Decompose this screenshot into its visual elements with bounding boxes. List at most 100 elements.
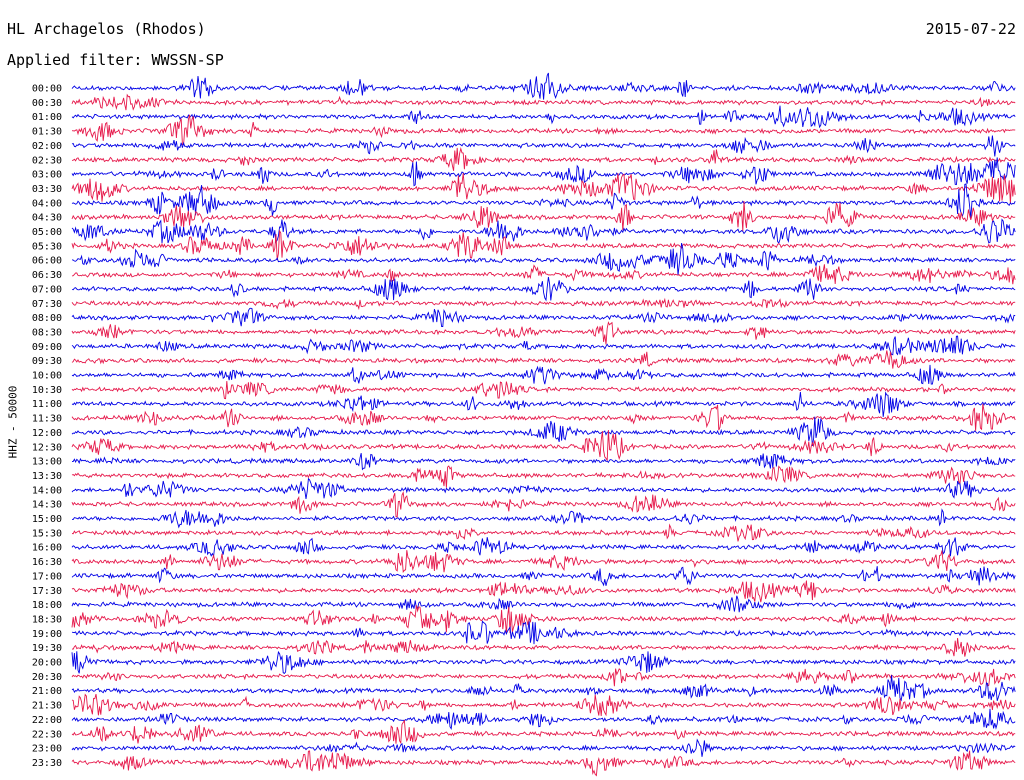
- row-time-label: 19:30: [32, 643, 62, 654]
- row-time-label: 05:30: [32, 241, 62, 252]
- row-time-label: 21:30: [32, 701, 62, 712]
- row-time-label: 04:00: [32, 198, 62, 209]
- row-time-label: 17:00: [32, 571, 62, 582]
- seismic-trace-row: [71, 297, 1016, 311]
- seismic-trace-row: [71, 218, 1016, 244]
- seismic-trace-row: [71, 738, 1016, 757]
- seismic-trace-row: [71, 429, 1016, 462]
- row-time-label: 07:30: [32, 299, 62, 310]
- seismic-trace-row: [71, 416, 1016, 446]
- seismic-trace-row: [71, 605, 1016, 634]
- seismic-trace-row: [71, 243, 1016, 276]
- row-time-label: 22:30: [32, 729, 62, 740]
- seismic-trace-row: [71, 183, 1016, 219]
- seismic-trace-row: [71, 523, 1016, 542]
- seismic-trace-row: [71, 708, 1016, 731]
- row-time-label: 02:30: [32, 155, 62, 166]
- seismic-trace-row: [71, 135, 1016, 157]
- seismic-trace-row: [71, 693, 1016, 717]
- seismic-trace-row: [71, 465, 1016, 488]
- seismic-trace-row: [71, 321, 1016, 345]
- row-time-label: 02:00: [32, 141, 62, 152]
- seismic-trace-row: [71, 391, 1016, 417]
- row-time-label: 07:00: [32, 284, 62, 295]
- filter-label: Applied filter: WWSSN-SP: [7, 51, 224, 69]
- seismic-trace-row: [71, 381, 1016, 400]
- row-time-label: 13:30: [32, 471, 62, 482]
- row-time-label: 14:30: [32, 500, 62, 511]
- row-time-label: 22:00: [32, 715, 62, 726]
- seismic-trace-row: [71, 173, 1016, 204]
- seismic-trace-row: [71, 276, 1016, 302]
- row-time-label: 05:00: [32, 227, 62, 238]
- row-time-label: 14:00: [32, 485, 62, 496]
- record-date: 2015-07-22: [925, 20, 1016, 38]
- seismic-trace-row: [71, 477, 1016, 499]
- row-time-label: 16:30: [32, 557, 62, 568]
- row-time-label: 11:00: [32, 399, 62, 410]
- seismic-trace-row: [71, 93, 1016, 111]
- seismic-trace-row: [71, 620, 1016, 645]
- row-time-label: 04:30: [32, 213, 62, 224]
- row-time-label: 01:30: [32, 127, 62, 138]
- seismic-trace-row: [71, 105, 1016, 129]
- row-time-label: 12:00: [32, 428, 62, 439]
- row-time-label: 19:00: [32, 629, 62, 640]
- seismic-trace-row: [71, 72, 1016, 100]
- seismic-trace-row: [71, 719, 1016, 745]
- row-time-label: 21:00: [32, 686, 62, 697]
- row-time-label: 13:00: [32, 457, 62, 468]
- row-time-label: 06:00: [32, 256, 62, 267]
- row-time-label: 03:30: [32, 184, 62, 195]
- seismic-trace-row: [71, 403, 1016, 431]
- row-time-label: 23:00: [32, 744, 62, 755]
- seismic-trace-row: [71, 537, 1016, 558]
- seismic-trace-row: [71, 350, 1016, 369]
- seismic-trace-row: [71, 335, 1016, 356]
- seismic-trace-row: [71, 157, 1016, 187]
- seismic-trace-row: [71, 637, 1016, 657]
- row-time-label: 09:30: [32, 356, 62, 367]
- row-time-label: 08:00: [32, 313, 62, 324]
- row-time-label: 06:30: [32, 270, 62, 281]
- seismic-trace-row: [71, 452, 1016, 471]
- row-time-label: 01:00: [32, 112, 62, 123]
- row-time-label: 20:00: [32, 658, 62, 669]
- seismic-trace-row: [71, 674, 1016, 702]
- row-time-label: 20:30: [32, 672, 62, 683]
- row-time-label: 00:30: [32, 98, 62, 109]
- seismic-trace-row: [71, 491, 1016, 518]
- row-time-label: 10:00: [32, 371, 62, 382]
- seismic-trace-row: [71, 307, 1016, 327]
- row-time-label: 16:00: [32, 543, 62, 554]
- row-time-label: 00:00: [32, 84, 62, 95]
- row-time-label: 03:00: [32, 170, 62, 181]
- row-time-label: 12:30: [32, 442, 62, 453]
- seismic-trace-row: [71, 264, 1016, 285]
- seismic-trace-row: [71, 668, 1016, 687]
- row-time-label: 17:30: [32, 586, 62, 597]
- seismic-trace-row: [71, 580, 1016, 603]
- seismic-trace-row: [71, 114, 1016, 145]
- row-time-label: 23:30: [32, 758, 62, 769]
- seismic-trace-row: [71, 650, 1016, 674]
- row-time-label: 10:30: [32, 385, 62, 396]
- seismic-trace-row: [71, 146, 1016, 171]
- seismic-trace-row: [71, 508, 1016, 529]
- seismic-trace-row: [71, 566, 1016, 587]
- station-title: HL Archagelos (Rhodos): [7, 20, 206, 38]
- seismic-trace-row: [71, 550, 1016, 573]
- seismic-trace-row: [71, 364, 1016, 385]
- seismic-trace-row: [71, 595, 1016, 613]
- seismic-trace-row: [71, 201, 1016, 232]
- row-time-label: 15:00: [32, 514, 62, 525]
- seismic-trace-row: [71, 229, 1016, 261]
- row-time-label: 08:30: [32, 327, 62, 338]
- row-time-label: 11:30: [32, 414, 62, 425]
- seismic-trace-row: [71, 750, 1016, 777]
- row-time-label: 18:00: [32, 600, 62, 611]
- row-time-label: 15:30: [32, 528, 62, 539]
- row-time-label: 18:30: [32, 614, 62, 625]
- row-time-label: 09:00: [32, 342, 62, 353]
